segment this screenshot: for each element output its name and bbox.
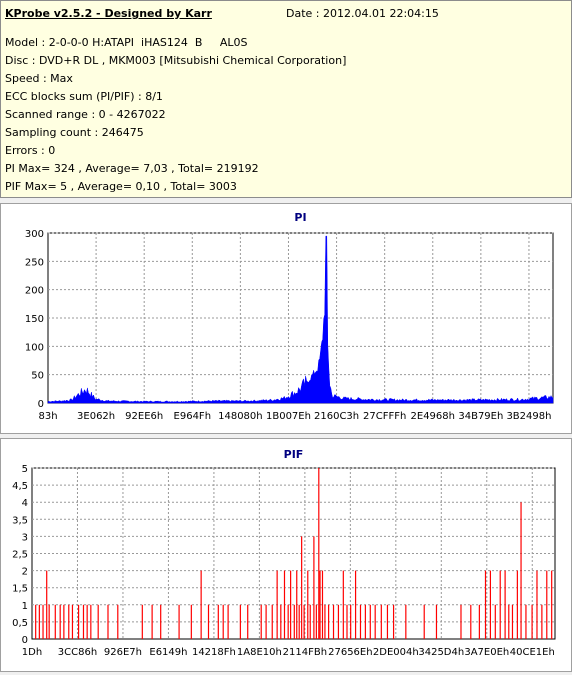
- x-tick-label: 2DE004h: [373, 647, 419, 658]
- x-tick-label: 1B007Eh: [266, 411, 311, 422]
- y-tick-label: 4,5: [12, 481, 28, 492]
- info-errors: Errors : 0: [5, 144, 56, 157]
- y-tick-label: 0: [38, 399, 44, 410]
- info-ecc: ECC blocks sum (PI/PIF) : 8/1: [5, 90, 163, 103]
- x-tick-label: E964Fh: [174, 411, 212, 422]
- x-tick-label: 3A7E0Eh: [464, 647, 509, 658]
- x-tick-label: E6149h: [149, 647, 187, 658]
- x-tick-label: 2E4968h: [411, 411, 455, 422]
- info-disc: Disc : DVD+R DL , MKM003 [Mitsubishi Che…: [5, 54, 347, 67]
- pi-chart: PI 0 50 100 150 200 250 300 83h 3E062h 92EE6h E964F…: [25, 211, 554, 422]
- x-tick-label: 2160C3h: [314, 411, 359, 422]
- x-tick-label: 27CFFFh: [363, 411, 406, 422]
- y-tick-label: 3: [22, 532, 28, 543]
- x-tick-label: 14218Fh: [192, 647, 236, 658]
- y-tick-label: 5: [22, 464, 28, 475]
- info-range: Scanned range : 0 - 4267022: [5, 108, 166, 121]
- info-pif-summary: PIF Max= 5 , Average= 0,10 , Total= 3003: [5, 180, 237, 193]
- y-tick-label: 2: [22, 567, 28, 578]
- info-speed: Speed : Max: [5, 72, 73, 85]
- x-tick-label: 3B2498h: [506, 411, 551, 422]
- chart-title: PI: [294, 211, 306, 224]
- y-tick-label: 300: [25, 229, 44, 240]
- x-tick-label: 1Dh: [22, 647, 42, 658]
- x-tick-label: 148080h: [218, 411, 263, 422]
- app-title: KProbe v2.5.2 - Designed by Karr: [5, 7, 212, 20]
- x-tick-label: 34B79Eh: [458, 411, 503, 422]
- x-tick-label: 83h: [38, 411, 57, 422]
- x-tick-label: 3425D4h: [418, 647, 464, 658]
- x-tick-label: 27656Eh: [328, 647, 372, 658]
- y-tick-label: 250: [25, 257, 44, 268]
- y-tick-label: 50: [31, 371, 44, 382]
- y-tick-label: 0: [22, 635, 28, 646]
- y-tick-label: 2,5: [12, 550, 28, 561]
- pi-chart-panel: PI 0 50 100 150 200 250 300 83h 3E062h 92EE6h E964F…: [0, 203, 572, 434]
- info-model: Model : 2-0-0-0 H:ATAPI iHAS124 B AL0S: [5, 36, 248, 49]
- scan-date: Date : 2012.04.01 22:04:15: [286, 7, 439, 20]
- y-tick-label: 200: [25, 286, 44, 297]
- y-tick-label: 150: [25, 314, 44, 325]
- x-tick-label: 2114FBh: [283, 647, 327, 658]
- chart-title: PIF: [284, 448, 304, 461]
- x-tick-label: 92EE6h: [125, 411, 163, 422]
- y-tick-label: 1: [22, 601, 28, 612]
- x-tick-label: 1A8E10h: [237, 647, 282, 658]
- x-tick-label: 3E062h: [77, 411, 115, 422]
- y-tick-label: 3,5: [12, 515, 28, 526]
- y-tick-label: 4: [22, 498, 28, 509]
- info-pi-summary: PI Max= 324 , Average= 7,03 , Total= 219…: [5, 162, 259, 175]
- pif-chart: PIF 0 0,5 1 1,5 2 2,5 3 3,5 4 4,5 5 1Dh 3CC86h 926E7h E…: [12, 448, 556, 658]
- pif-chart-panel: PIF 0 0,5 1 1,5 2 2,5 3 3,5 4 4,5 5 1Dh 3CC86h 926E7h E…: [0, 438, 572, 672]
- x-tick-label: 3CC86h: [58, 647, 97, 658]
- y-tick-label: 1,5: [12, 584, 28, 595]
- info-sampling: Sampling count : 246475: [5, 126, 144, 139]
- pi-series-area: [47, 235, 554, 404]
- y-tick-label: 0,5: [12, 618, 28, 629]
- y-tick-label: 100: [25, 342, 44, 353]
- x-tick-label: 40CE1Eh: [510, 647, 555, 658]
- info-panel: KProbe v2.5.2 - Designed by Karr Date : …: [0, 0, 572, 198]
- x-tick-label: 926E7h: [104, 647, 142, 658]
